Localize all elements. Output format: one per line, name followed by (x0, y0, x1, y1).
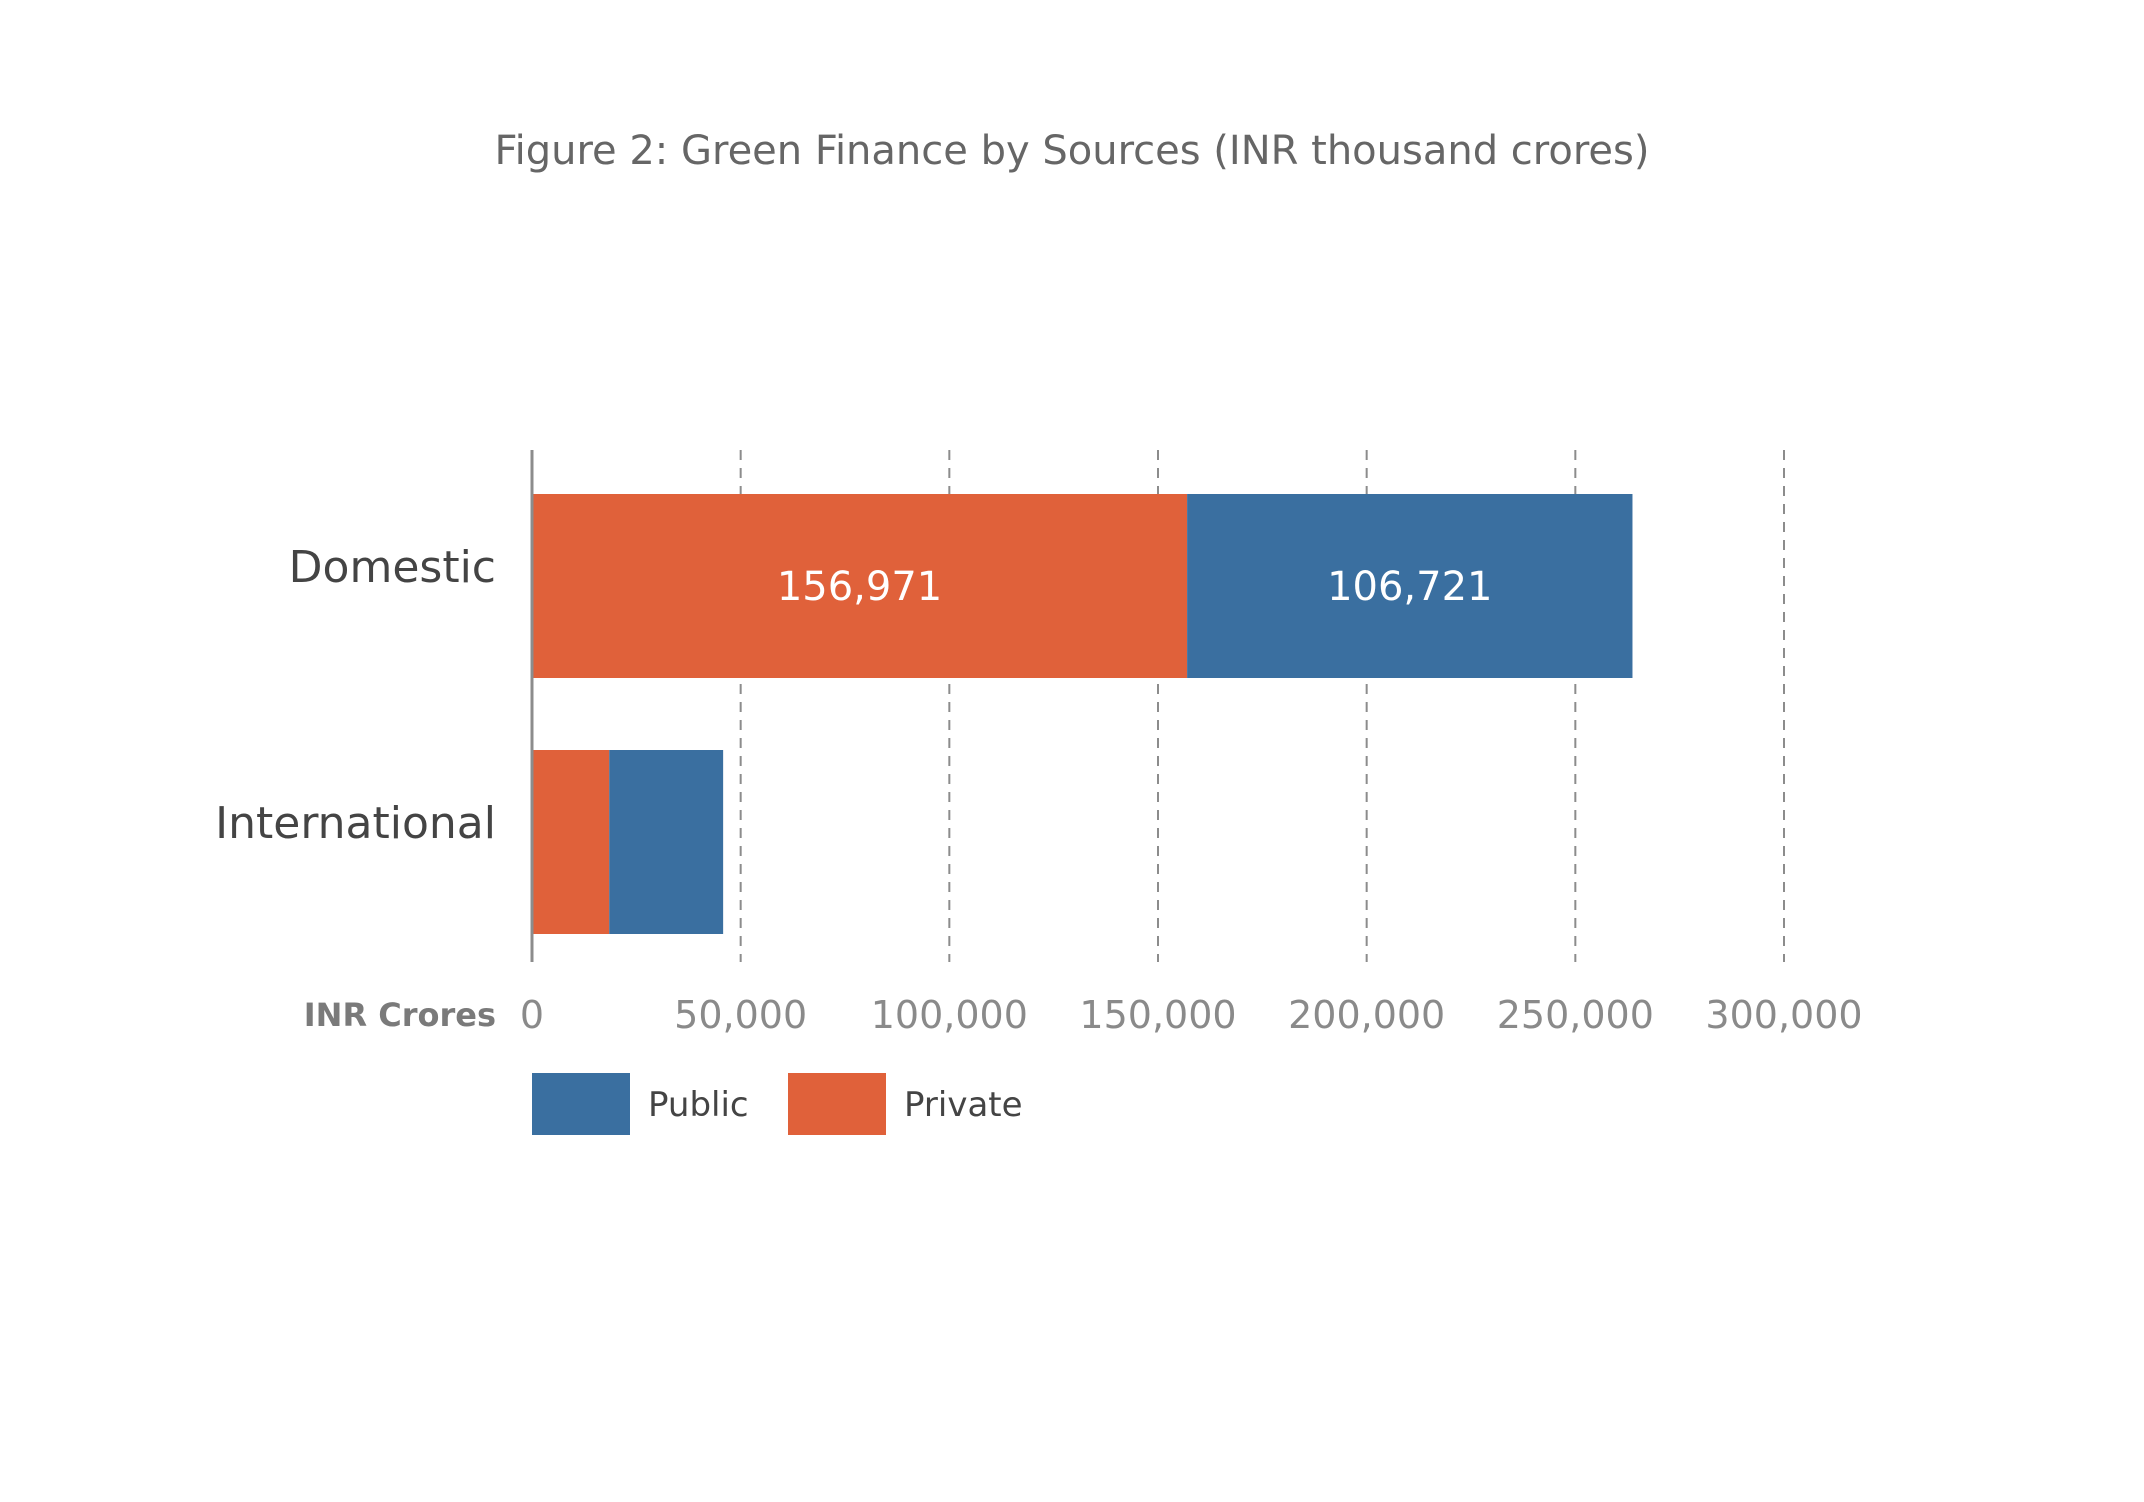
legend-swatch-public (532, 1073, 630, 1135)
legend-swatch-private (788, 1073, 886, 1135)
x-tick-label: 150,000 (1079, 993, 1236, 1037)
bar-public-domestic (1187, 494, 1633, 678)
x-axis-title: INR Crores (304, 996, 496, 1034)
bar-layer (532, 494, 1633, 934)
x-tick-label: 0 (520, 993, 544, 1037)
x-tick-label: 100,000 (871, 993, 1028, 1037)
data-label: 106,721 (1327, 564, 1492, 610)
legend-label-private: Private (904, 1085, 1023, 1125)
bar-public-international (609, 750, 724, 934)
x-tick-label: 50,000 (674, 993, 807, 1037)
data-label: 156,971 (777, 564, 942, 610)
legend-layer: Public Private (532, 1073, 1023, 1135)
bar-private-international (532, 750, 610, 934)
category-label: Domestic (289, 542, 496, 593)
legend-label-public: Public (648, 1085, 749, 1125)
bar-private-domestic (532, 494, 1188, 678)
grid-layer (739, 450, 1785, 962)
x-tick-label: 200,000 (1288, 993, 1445, 1037)
category-label: International (215, 798, 496, 849)
x-tick-label: 250,000 (1497, 993, 1654, 1037)
x-tick-label: 300,000 (1705, 993, 1862, 1037)
label-layer: 156,971 106,721 Domestic International 0 50,0… (215, 542, 1862, 1037)
chart-title: Figure 2: Green Finance by Sources (INR … (494, 128, 1650, 174)
